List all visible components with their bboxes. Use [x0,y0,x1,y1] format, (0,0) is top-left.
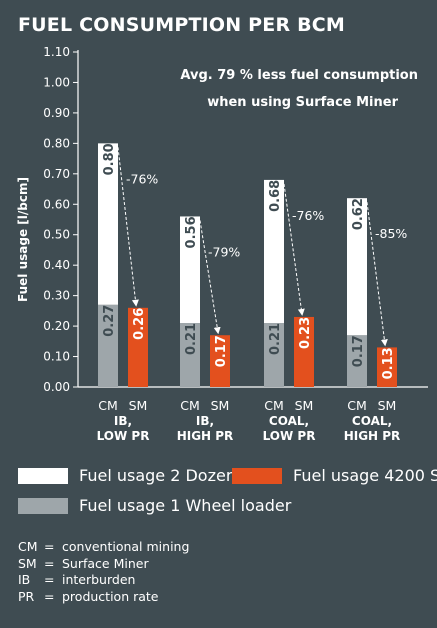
y-tick-label: 0.20 [43,319,70,333]
data-label-sm: 0.13 [381,347,396,379]
x-tick-label-sm: SM [211,398,230,413]
abbreviation-value: Surface Miner [62,555,149,571]
annotation-line: Avg. 79 % less fuel consumption [180,68,418,83]
group-label: COAL, [352,414,392,428]
x-tick-label-sm: SM [295,398,314,413]
reduction-label: -85% [375,226,407,241]
y-tick-label: 0.00 [43,380,70,394]
reduction-label: -79% [208,244,240,259]
abbreviation-equals: = [44,588,55,604]
abbreviation-list: CM = conventional mining SM = Surface Mi… [18,539,189,605]
reduction-label: -76% [292,208,324,223]
x-tick-label-cm: CM [347,398,367,413]
y-tick-label: 0.60 [43,197,70,211]
x-tick-label-cm: CM [98,398,118,413]
data-label-sm: 0.23 [298,317,313,349]
x-tick-label-cm: CM [264,398,284,413]
chart-title: FUEL CONSUMPTION PER BCM [18,14,346,36]
data-label-sm: 0.26 [132,308,147,340]
abbreviation-key: SM [18,555,37,571]
abbreviation-value: production rate [62,588,159,604]
data-label-cm-dozers: 0.80 [102,143,117,175]
data-label-cm-wheel-loader: 0.27 [102,305,117,337]
group-label: HIGH PR [177,429,234,443]
abbreviation-row: PR = production rate [18,589,189,606]
legend-label-surface-miner: Fuel usage 4200 SM [293,466,437,485]
data-label-cm-wheel-loader: 0.17 [351,335,366,367]
x-tick-label-sm: SM [129,398,148,413]
legend-swatch-dozers [18,467,68,484]
y-tick-label: 0.70 [43,167,70,181]
group-label: COAL, [269,414,309,428]
bar-cm-dozers [180,216,200,324]
data-label-sm: 0.17 [214,335,229,367]
abbreviation-row: SM = Surface Miner [18,556,189,573]
reduction-arrow [366,202,388,347]
bar-sm [128,307,148,387]
x-tick-label-cm: CM [180,398,200,413]
bar-sm [210,335,230,387]
legend-label-dozers: Fuel usage 2 Dozers [79,466,241,485]
bar-cm-wheel-loader [98,304,118,387]
abbreviation-equals: = [44,555,55,571]
data-label-cm-wheel-loader: 0.21 [268,323,283,355]
bar-cm-dozers [264,179,284,324]
reduction-arrow [117,147,139,307]
bar-cm-wheel-loader [180,323,200,387]
bar-sm [377,347,397,387]
bar-cm-dozers [98,143,118,305]
group-label: LOW PR [263,429,316,443]
abbreviation-row: IB = interburden [18,572,189,589]
group-label: IB, [114,414,132,428]
reduction-arrow [283,183,305,316]
legend-swatch-wheel-loader [18,497,68,514]
bar-cm-wheel-loader [347,335,367,387]
group-label: LOW PR [97,429,150,443]
legend-item-dozers: Fuel usage 2 Dozers [18,466,241,485]
abbreviation-value: conventional mining [62,539,190,554]
abbreviation-key: IB [18,572,31,587]
abbreviation-equals: = [44,572,55,587]
reduction-arrow [199,220,221,335]
y-tick-label: 0.10 [43,350,70,364]
abbreviation-key: PR [18,588,35,604]
legend-item-wheel-loader: Fuel usage 1 Wheel loader [18,496,291,515]
data-label-cm-dozers: 0.56 [184,216,199,248]
legend-item-surface-miner: Fuel usage 4200 SM [232,466,437,485]
data-label-cm-wheel-loader: 0.21 [184,323,199,355]
bar-cm-wheel-loader [264,323,284,387]
y-tick-label: 0.80 [43,136,70,150]
bar-cm-dozers [347,198,367,336]
abbreviation-equals: = [44,539,55,554]
reduction-label: -76% [126,171,158,186]
y-tick-label: 1.00 [43,75,70,89]
legend-label-wheel-loader: Fuel usage 1 Wheel loader [79,496,292,515]
annotation-line: when using Surface Miner [207,95,398,110]
abbreviation-value: interburden [62,572,136,587]
x-tick-label-sm: SM [378,398,397,413]
y-tick-label: 1.10 [43,45,70,59]
data-label-cm-dozers: 0.62 [351,198,366,230]
y-tick-label: 0.30 [43,289,70,303]
y-tick-label: 0.40 [43,258,70,272]
y-tick-label: 0.50 [43,228,70,242]
legend-swatch-surface-miner [232,467,282,484]
bar-sm [294,316,314,387]
y-tick-label: 0.90 [43,106,70,120]
data-label-cm-dozers: 0.68 [268,180,283,212]
y-axis-title: Fuel usage [l/bcm] [16,177,30,302]
abbreviation-row: CM = conventional mining [18,539,189,556]
abbreviation-key: CM [18,539,38,554]
group-label: IB, [196,414,214,428]
group-label: HIGH PR [344,429,401,443]
